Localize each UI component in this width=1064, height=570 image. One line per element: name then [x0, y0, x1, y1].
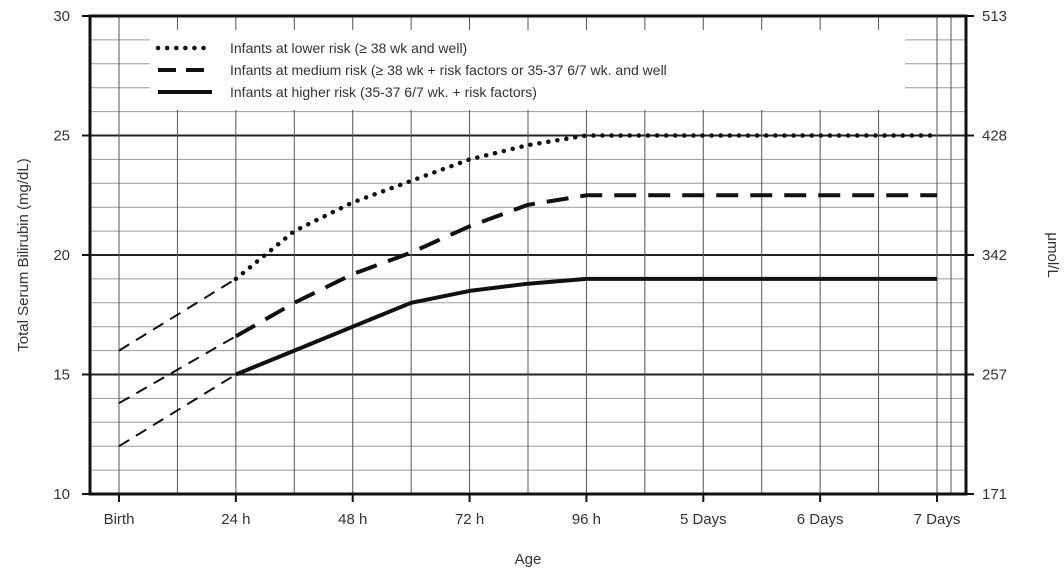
series-1-extrapolation [118, 335, 237, 405]
y-axis-title: Total Serum Bilirubin (mg/dL) [15, 158, 32, 351]
x-tick-label: 24 h [221, 511, 250, 528]
series-layer [118, 133, 940, 448]
legend-background [150, 30, 905, 110]
x-tick-label: 48 h [338, 511, 367, 528]
y-right-tick-label: 171 [982, 486, 1007, 503]
y-tick-label: 10 [53, 486, 70, 503]
y-right-tick-label: 257 [982, 367, 1007, 384]
ticks: 10 15 20 25 30 171 257 342 428 513 Birth 24 h 48 h 72… [53, 8, 1007, 528]
x-tick-label: 5 Days [680, 511, 727, 528]
y-right-tick-label: 342 [982, 247, 1007, 264]
series-2-extrapolation [118, 373, 237, 448]
series-1-line [234, 193, 937, 339]
y-right-axis-title: μmol/L [1044, 232, 1061, 277]
y-tick-label: 25 [53, 128, 70, 145]
y-right-tick-label: 513 [982, 8, 1007, 25]
series-0-extrapolation [118, 278, 237, 352]
x-tick-label: 7 Days [914, 511, 961, 528]
y-tick-label: 15 [53, 367, 70, 384]
y-right-tick-label: 428 [982, 128, 1007, 145]
x-tick-label: Birth [104, 511, 135, 528]
legend-label: Infants at higher risk (35-37 6/7 wk. + … [230, 84, 537, 100]
y-tick-label: 30 [53, 8, 70, 25]
x-tick-label: 96 h [572, 511, 601, 528]
y-tick-label: 20 [53, 247, 70, 264]
legend-label: Infants at lower risk (≥ 38 wk and well) [230, 40, 467, 56]
x-axis-title: Age [515, 551, 542, 568]
series-2-line [235, 276, 937, 377]
x-tick-label: 6 Days [797, 511, 844, 528]
legend-label: Infants at medium risk (≥ 38 wk + risk f… [230, 62, 667, 78]
x-tick-label: 72 h [455, 511, 484, 528]
legend: Infants at lower risk (≥ 38 wk and well)… [150, 30, 905, 110]
series-0-line [233, 133, 940, 282]
